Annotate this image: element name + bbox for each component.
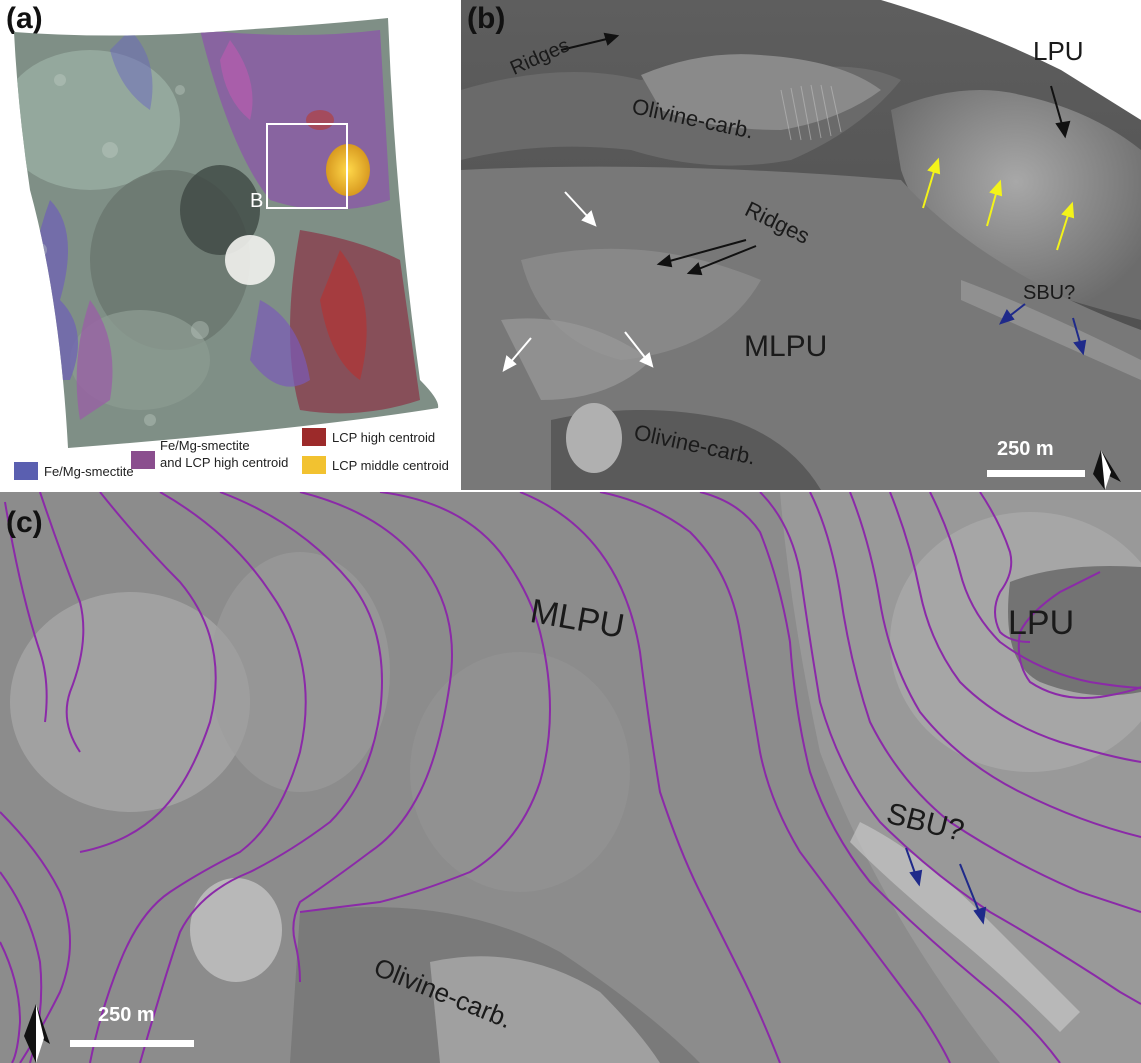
legend-swatch-smectite-lcp [131, 451, 155, 469]
panel-a-label: (a) [6, 2, 43, 35]
legend-label-smectite-lcp-2: and LCP high centroid [160, 455, 289, 470]
legend-label-smectite-lcp-1: Fe/Mg-smectite [160, 438, 250, 453]
panel-b-label: (b) [467, 2, 506, 35]
label-lpu-b: LPU [1033, 36, 1084, 66]
perspective-view [461, 0, 1141, 490]
legend-swatch-lcp-middle [302, 456, 326, 474]
label-sbu-b: SBU? [1023, 282, 1076, 304]
spectral-map [14, 18, 439, 448]
panel-c: (c) MLPU LPU SBU? Olivine-carb. 250 m [0, 492, 1141, 1063]
legend-label-lcp-middle: LCP middle centroid [332, 458, 449, 473]
label-mlpu-b: MLPU [744, 330, 828, 363]
panel-a: (a) [0, 0, 460, 490]
scalebar-b [987, 470, 1085, 477]
scalebar-label-b: 250 m [997, 438, 1054, 460]
contour-map [0, 492, 1141, 1063]
scalebar-c [70, 1040, 194, 1047]
scalebar-label-c: 250 m [98, 1004, 155, 1026]
panel-c-label: (c) [6, 506, 43, 539]
legend-swatch-smectite [14, 462, 38, 480]
panel-b-location-box [266, 123, 348, 209]
legend-label-lcp-high: LCP high centroid [332, 430, 436, 445]
north-arrow-c [24, 1004, 50, 1063]
location-box-label: B [250, 190, 264, 212]
legend-swatch-lcp-high [302, 428, 326, 446]
legend-label-smectite: Fe/Mg-smectite [44, 464, 134, 479]
panel-b: (b) Ridges Olivine-carb. LPU Ridges SBU?… [461, 0, 1141, 490]
label-lpu-c: LPU [1008, 604, 1075, 642]
north-arrow-b [1093, 450, 1121, 490]
